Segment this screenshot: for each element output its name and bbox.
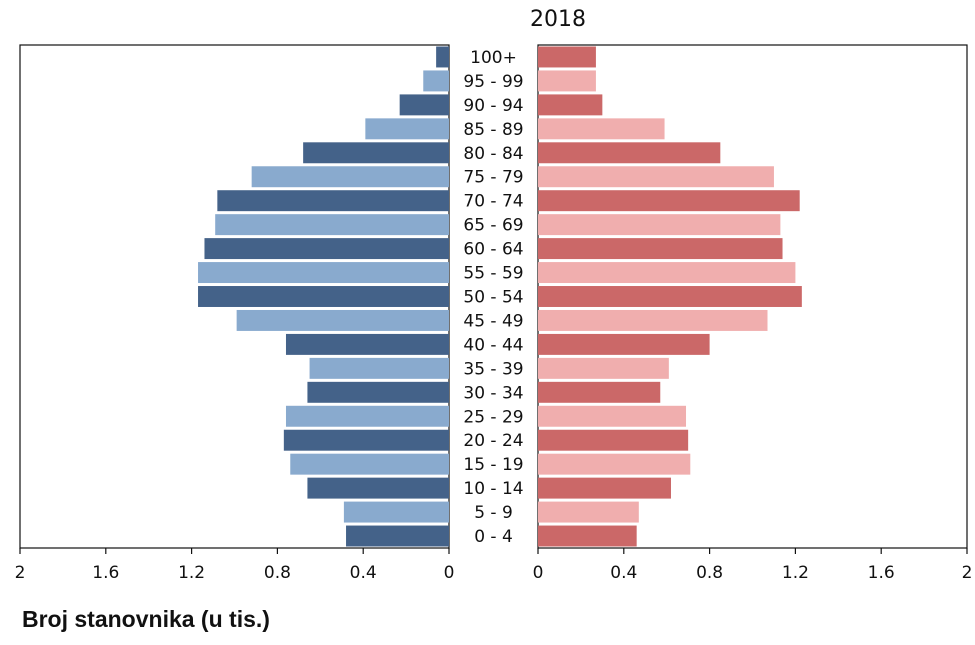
chart-title: 2018: [530, 7, 586, 32]
bar-left-15: [307, 381, 449, 403]
bar-left-4: [365, 118, 449, 140]
left-tick-label: 1.2: [178, 563, 205, 583]
left-x-axis: 0 0.4 0.8 1.2 1.6 2: [15, 548, 455, 583]
bar-left-2: [423, 70, 449, 92]
age-group-label: 10 - 14: [463, 479, 523, 499]
age-group-label: 70 - 74: [463, 192, 523, 212]
right-tick-label: 0.8: [696, 563, 723, 583]
bar-right-4: [538, 118, 665, 140]
bar-right-2: [538, 70, 596, 92]
age-group-label: 5 - 9: [474, 503, 513, 523]
right-tick-label: 0.4: [610, 563, 637, 583]
age-group-label: 65 - 69: [463, 216, 523, 236]
age-group-label: 80 - 84: [463, 144, 523, 164]
age-group-label: 50 - 54: [463, 288, 523, 308]
left-tick-label: 0: [444, 563, 455, 583]
bar-right-13: [538, 333, 710, 355]
bar-right-17: [538, 429, 689, 451]
left-tick-label: 0.4: [350, 563, 377, 583]
left-tick-label: 0.8: [264, 563, 291, 583]
age-group-label: 85 - 89: [463, 120, 523, 140]
bar-left-16: [285, 405, 449, 427]
bar-right-6: [538, 166, 774, 188]
right-tick-label: 0: [533, 563, 544, 583]
bar-left-5: [303, 142, 449, 164]
bar-left-7: [217, 190, 449, 212]
bar-right-7: [538, 190, 800, 212]
age-group-label: 0 - 4: [474, 527, 513, 547]
bar-left-6: [251, 166, 449, 188]
right-tick-label: 1.2: [782, 563, 809, 583]
bar-right-12: [538, 309, 768, 331]
bar-left-13: [285, 333, 449, 355]
bar-left-11: [198, 286, 449, 307]
bar-right-11: [538, 286, 802, 307]
bar-right-16: [538, 405, 687, 427]
bar-right-10: [538, 262, 796, 284]
bar-left-18: [290, 453, 449, 475]
age-group-label: 20 - 24: [463, 431, 523, 451]
bar-left-1: [436, 46, 449, 68]
bar-right-15: [538, 381, 661, 403]
bar-right-14: [538, 357, 669, 379]
bar-left-8: [215, 214, 449, 236]
right-plot-area: [537, 44, 968, 549]
right-x-axis: 0 0.4 0.8 1.2 1.6 2: [533, 548, 973, 583]
bar-left-12: [236, 309, 449, 331]
bar-right-3: [538, 94, 603, 116]
age-group-label: 15 - 19: [463, 455, 523, 475]
bar-left-10: [198, 262, 449, 284]
bar-right-5: [538, 142, 721, 164]
left-tick-label: 1.6: [92, 563, 119, 583]
age-group-label: 35 - 39: [463, 359, 523, 379]
bar-left-9: [204, 238, 449, 260]
bar-right-19: [538, 477, 671, 499]
age-group-labels: 100+ 95 - 99 90 - 94 85 - 89 80 - 84 75 - 79 7…: [463, 48, 523, 547]
bar-right-21: [538, 525, 637, 547]
age-group-label: 30 - 34: [463, 383, 523, 403]
age-group-label: 40 - 44: [463, 335, 523, 355]
bar-right-20: [538, 501, 639, 523]
bar-left-17: [283, 429, 449, 451]
left-plot-area: [19, 44, 450, 549]
bar-left-21: [346, 525, 449, 547]
bar-right-1: [538, 46, 596, 68]
x-axis-title: Broj stanovnika (u tis.): [22, 606, 270, 632]
age-group-label: 25 - 29: [463, 407, 523, 427]
age-group-label: 100+: [470, 48, 517, 68]
age-group-label: 95 - 99: [463, 72, 523, 92]
bar-left-19: [307, 477, 449, 499]
bar-left-3: [399, 94, 449, 116]
age-group-label: 90 - 94: [463, 96, 523, 116]
bar-right-9: [538, 238, 783, 260]
left-tick-label: 2: [15, 563, 26, 583]
age-group-label: 60 - 64: [463, 240, 523, 260]
age-group-label: 55 - 59: [463, 264, 523, 284]
bar-left-14: [309, 357, 449, 379]
bar-right-8: [538, 214, 781, 236]
age-group-label: 75 - 79: [463, 168, 523, 188]
age-group-label: 45 - 49: [463, 311, 523, 331]
right-tick-label: 1.6: [868, 563, 895, 583]
right-tick-label: 2: [962, 563, 973, 583]
bar-right-18: [538, 453, 691, 475]
bar-left-20: [343, 501, 449, 523]
